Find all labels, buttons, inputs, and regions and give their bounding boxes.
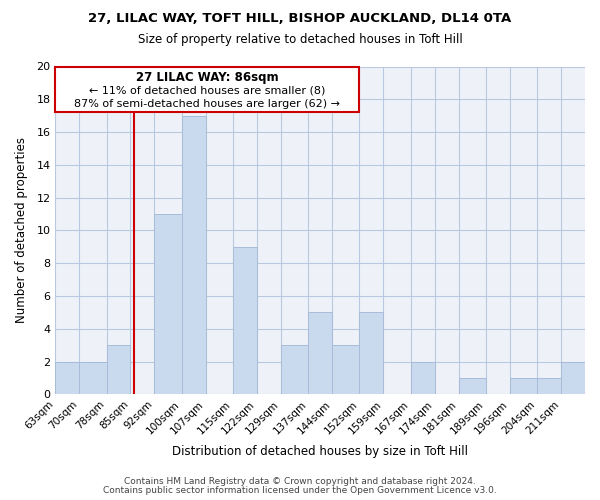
Text: Contains HM Land Registry data © Crown copyright and database right 2024.: Contains HM Land Registry data © Crown c… [124,477,476,486]
Text: 27 LILAC WAY: 86sqm: 27 LILAC WAY: 86sqm [136,70,279,84]
Bar [411,362,434,394]
Bar [332,346,359,395]
Text: Size of property relative to detached houses in Toft Hill: Size of property relative to detached ho… [137,32,463,46]
Bar [233,247,257,394]
Bar [458,378,486,394]
Bar [510,378,537,394]
Bar [561,362,585,394]
Bar [55,362,79,394]
Bar [182,116,206,394]
Text: 27, LILAC WAY, TOFT HILL, BISHOP AUCKLAND, DL14 0TA: 27, LILAC WAY, TOFT HILL, BISHOP AUCKLAN… [88,12,512,26]
Text: ← 11% of detached houses are smaller (8): ← 11% of detached houses are smaller (8) [89,86,326,96]
Y-axis label: Number of detached properties: Number of detached properties [15,138,28,324]
Bar [154,214,182,394]
Text: Contains public sector information licensed under the Open Government Licence v3: Contains public sector information licen… [103,486,497,495]
Bar [79,362,107,394]
Bar [281,346,308,395]
Bar [107,346,130,395]
Bar [537,378,561,394]
X-axis label: Distribution of detached houses by size in Toft Hill: Distribution of detached houses by size … [172,444,468,458]
Bar [308,312,332,394]
Text: 87% of semi-detached houses are larger (62) →: 87% of semi-detached houses are larger (… [74,99,340,109]
FancyBboxPatch shape [55,66,359,112]
Bar [359,312,383,394]
